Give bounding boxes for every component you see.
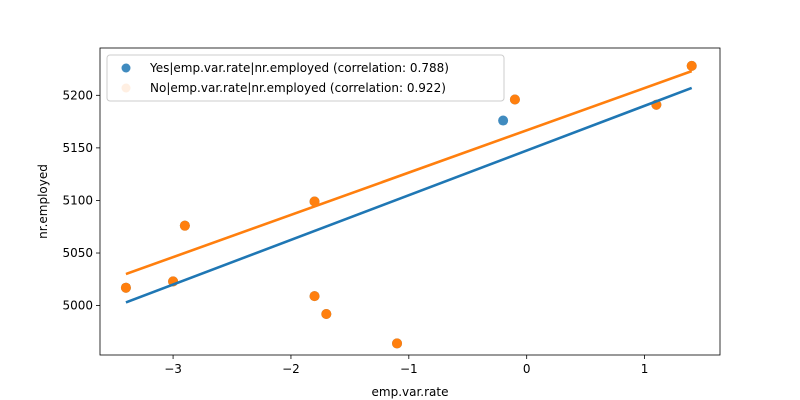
- data-point-series-1-3: [309, 196, 320, 207]
- fit-line-series-1: [125, 69, 693, 276]
- data-point-series-1-7: [509, 94, 520, 105]
- legend-label-no: No|emp.var.rate|nr.employed (correlation…: [150, 81, 446, 95]
- data-point-series-1-0: [120, 282, 131, 293]
- legend-marker-yes: [121, 63, 131, 73]
- x-tick-label-0: −3: [164, 362, 182, 376]
- x-tick-label-3: 0: [523, 362, 531, 376]
- x-tick-label-2: −1: [400, 362, 418, 376]
- plot-frame: [99, 47, 721, 356]
- legend-marker-no: [121, 83, 131, 93]
- legend: Yes|emp.var.rate|nr.employed (correlatio…: [106, 54, 505, 102]
- x-axis-title: emp.var.rate: [372, 385, 449, 399]
- fit-line-series-0: [125, 86, 693, 304]
- y-tick-label-1: 5050: [62, 246, 93, 260]
- data-point-series-1-9: [686, 60, 697, 71]
- legend-box: [106, 54, 505, 102]
- y-tick-label-3: 5150: [62, 141, 93, 155]
- x-tick-label-4: 1: [641, 362, 649, 376]
- legend-label-yes: Yes|emp.var.rate|nr.employed (correlatio…: [149, 61, 449, 75]
- data-point-series-1-4: [309, 291, 320, 302]
- data-point-series-1-2: [179, 220, 190, 231]
- y-tick-label-2: 5100: [62, 193, 93, 207]
- data-point-series-1-6: [392, 338, 403, 349]
- y-axis-title: nr.employed: [36, 164, 50, 239]
- data-point-series-0-7: [498, 115, 509, 126]
- y-tick-label-0: 5000: [62, 299, 93, 313]
- x-axis-ticks: −3 −2 −1 0 1: [164, 355, 648, 376]
- y-axis-ticks: 5000 5050 5100 5150 5200: [62, 88, 100, 313]
- y-tick-label-4: 5200: [62, 88, 93, 102]
- data-point-series-1-5: [321, 308, 332, 319]
- points-layer: [120, 60, 697, 349]
- fit-lines-layer: [125, 69, 693, 304]
- x-tick-label-1: −2: [282, 362, 300, 376]
